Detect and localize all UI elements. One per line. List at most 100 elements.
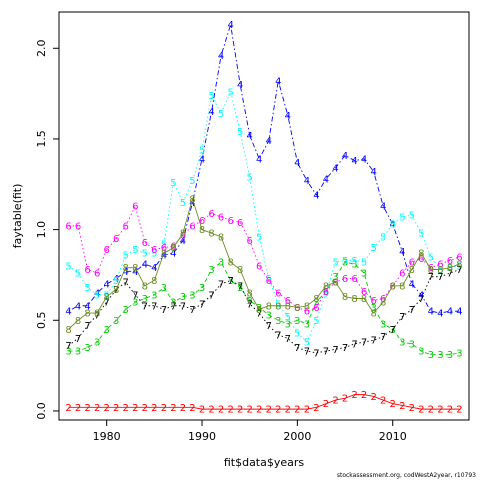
series-3-point: 3 [94, 338, 100, 349]
series-3-point: 3 [237, 283, 243, 294]
series-2-point: 2 [132, 403, 138, 414]
series-8-point: 8 [351, 294, 357, 305]
series-5-point: 5 [132, 245, 138, 256]
series-6-point: 6 [94, 269, 100, 280]
series-5-point: 5 [151, 249, 157, 260]
series-6-point: 6 [208, 209, 214, 220]
series-8-point: 8 [123, 263, 129, 274]
series-8-point: 8 [94, 309, 100, 320]
series-4-point: 4 [418, 290, 424, 301]
x-axis: 1980 1990 2000 2010 [93, 420, 407, 443]
series-4-point: 4 [180, 236, 186, 247]
series-3-point: 3 [418, 347, 424, 358]
series-6-point: 6 [103, 245, 109, 256]
series-3-point: 3 [103, 325, 109, 336]
series-7-point: 7 [437, 272, 443, 283]
series-2-point: 2 [227, 405, 233, 416]
series-3-point: 3 [313, 298, 319, 309]
series-4-point: 4 [132, 267, 138, 278]
series-8-point: 8 [208, 229, 214, 240]
series-2-point: 2 [313, 403, 319, 414]
series-8-point: 8 [437, 265, 443, 276]
series-5-point: 5 [84, 283, 90, 294]
series-4-point: 4 [390, 220, 396, 231]
series-3-point: 3 [390, 325, 396, 336]
series-3-point: 3 [65, 347, 71, 358]
series-5-point: 5 [447, 263, 453, 274]
series-6-point: 6 [151, 245, 157, 256]
series-4-point: 4 [189, 198, 195, 209]
series-5-point: 5 [399, 212, 405, 223]
series-3-point: 3 [75, 347, 81, 358]
series-5-point: 5 [342, 256, 348, 267]
series-7-point: 7 [123, 278, 129, 289]
series-2-point: 2 [390, 399, 396, 410]
series-5-point: 5 [189, 176, 195, 187]
series-8-point: 8 [332, 278, 338, 289]
series-5-point: 5 [304, 338, 310, 349]
series-8-point: 8 [113, 285, 119, 296]
series-3-point: 3 [370, 303, 376, 314]
series-7-point: 7 [418, 294, 424, 305]
series-2-point: 2 [351, 390, 357, 401]
series-8-point: 8 [380, 298, 386, 309]
series-2-point: 2 [208, 405, 214, 416]
series-3-point: 3 [170, 298, 176, 309]
series-7-point: 7 [342, 343, 348, 354]
series-2-line [68, 394, 460, 410]
series-2-point: 2 [189, 403, 195, 414]
series-2-point: 2 [180, 403, 186, 414]
series-6-point: 6 [189, 221, 195, 232]
series-4-point: 4 [266, 136, 272, 147]
series-4-point: 4 [103, 280, 109, 291]
y-tick-label: 0.0 [35, 402, 48, 420]
series-2-point: 2 [247, 405, 253, 416]
series-7-point: 7 [113, 285, 119, 296]
series-6-point: 6 [237, 218, 243, 229]
series-6-line [68, 204, 460, 312]
series-7-point: 7 [323, 347, 329, 358]
series-5-point: 5 [161, 240, 167, 251]
series-4-point: 4 [256, 154, 262, 165]
x-tick-label: 1980 [93, 430, 121, 443]
series-6-point: 6 [65, 221, 71, 232]
series-7-point: 7 [103, 298, 109, 309]
series-8-point: 8 [447, 263, 453, 274]
series-4-line [68, 24, 460, 314]
series-4-point: 4 [294, 158, 300, 169]
y-axis-title: faytable(fit) [11, 184, 24, 249]
series-8-point: 8 [218, 232, 224, 243]
series-8-point: 8 [266, 301, 272, 312]
series-8-point: 8 [103, 292, 109, 303]
series-7-point: 7 [218, 280, 224, 291]
series-8-line [68, 197, 460, 330]
series-3-point: 3 [275, 316, 281, 327]
y-tick-label: 0.5 [35, 312, 48, 330]
plot-frame [58, 11, 470, 421]
series-6-point: 6 [294, 303, 300, 314]
series-4-point: 4 [142, 260, 148, 271]
series-5-point: 5 [437, 265, 443, 276]
series-6-point: 6 [256, 261, 262, 272]
series-8-point: 8 [313, 294, 319, 305]
series-5-point: 5 [256, 232, 262, 243]
series-4-point: 4 [304, 176, 310, 187]
series-4-point: 4 [323, 174, 329, 185]
series-4-point: 4 [227, 20, 233, 31]
series-5-line [68, 90, 460, 343]
series-6-point: 6 [447, 256, 453, 267]
series-6-point: 6 [361, 287, 367, 298]
series-8-point: 8 [180, 229, 186, 240]
series-4-point: 4 [342, 151, 348, 162]
series-3-point: 3 [123, 305, 129, 316]
series-6-point: 6 [313, 303, 319, 314]
series-8-point: 8 [247, 289, 253, 300]
series-7-point: 7 [351, 339, 357, 350]
series-4-point: 4 [428, 307, 434, 318]
series-7-point: 7 [161, 305, 167, 316]
y-axis: 0.0 0.5 1.0 1.5 2.0 [35, 40, 59, 420]
series-4-point: 4 [237, 80, 243, 91]
series-2-point: 2 [294, 405, 300, 416]
